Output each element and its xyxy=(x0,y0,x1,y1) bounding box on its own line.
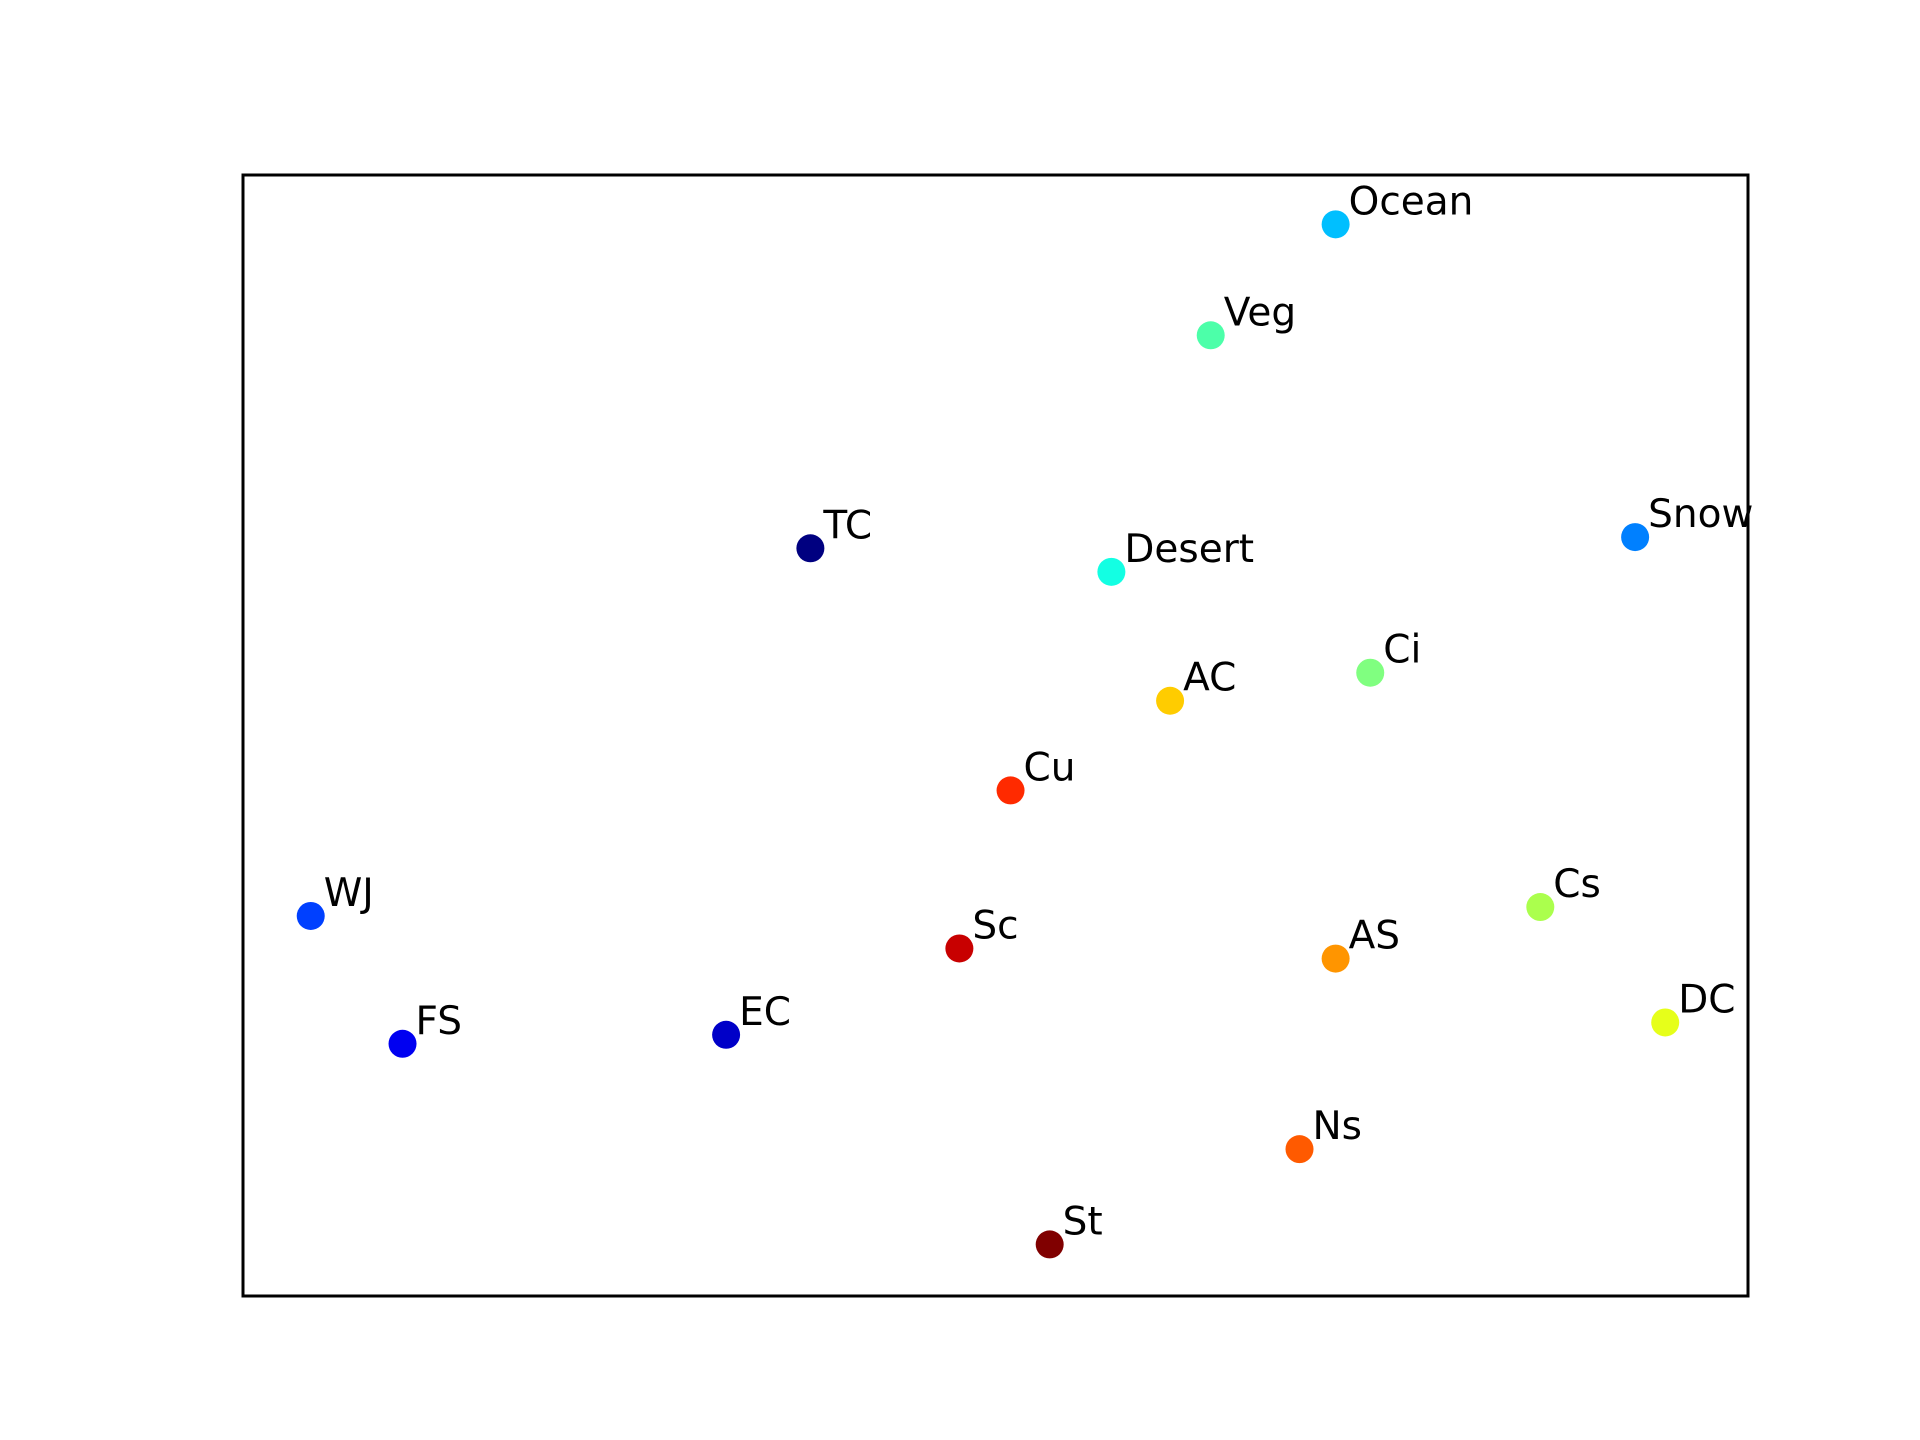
point-dc xyxy=(1651,1008,1680,1037)
point-wj xyxy=(296,901,325,930)
point-veg xyxy=(1196,321,1225,350)
point-labels: Ocean Veg TC Desert Snow Ci AC Cu WJ Sc Cs AS FS EC DC… xyxy=(324,179,1754,1244)
point-label-ci: Ci xyxy=(1383,628,1421,673)
axes-frame xyxy=(241,173,1750,1298)
point-ns xyxy=(1285,1135,1314,1164)
point-label-tc: TC xyxy=(822,503,872,548)
point-cu xyxy=(996,776,1025,805)
point-label-as: AS xyxy=(1349,914,1400,959)
point-label-wj: WJ xyxy=(324,871,374,916)
point-cs xyxy=(1526,893,1555,922)
point-label-desert: Desert xyxy=(1124,527,1254,572)
point-st xyxy=(1035,1230,1064,1259)
point-snow xyxy=(1621,523,1650,552)
point-label-veg: Veg xyxy=(1224,290,1296,335)
point-label-dc: DC xyxy=(1678,977,1735,1022)
point-ec xyxy=(712,1020,741,1049)
point-desert xyxy=(1097,557,1126,586)
point-label-sc: Sc xyxy=(972,903,1018,948)
point-sc xyxy=(945,934,974,963)
point-ac xyxy=(1156,686,1185,715)
point-label-fs: FS xyxy=(416,999,463,1044)
point-as xyxy=(1321,944,1350,973)
point-label-cu: Cu xyxy=(1024,745,1076,790)
point-ci xyxy=(1356,658,1385,687)
point-label-ac: AC xyxy=(1183,656,1236,701)
point-label-ocean: Ocean xyxy=(1349,179,1474,224)
point-tc xyxy=(796,534,825,563)
point-label-st: St xyxy=(1063,1199,1103,1244)
point-label-ns: Ns xyxy=(1313,1104,1363,1149)
point-label-ec: EC xyxy=(739,990,791,1035)
point-label-cs: Cs xyxy=(1553,862,1601,907)
point-label-snow: Snow xyxy=(1648,492,1753,537)
point-ocean xyxy=(1321,210,1350,239)
point-fs xyxy=(388,1029,417,1058)
data-points xyxy=(296,210,1680,1259)
